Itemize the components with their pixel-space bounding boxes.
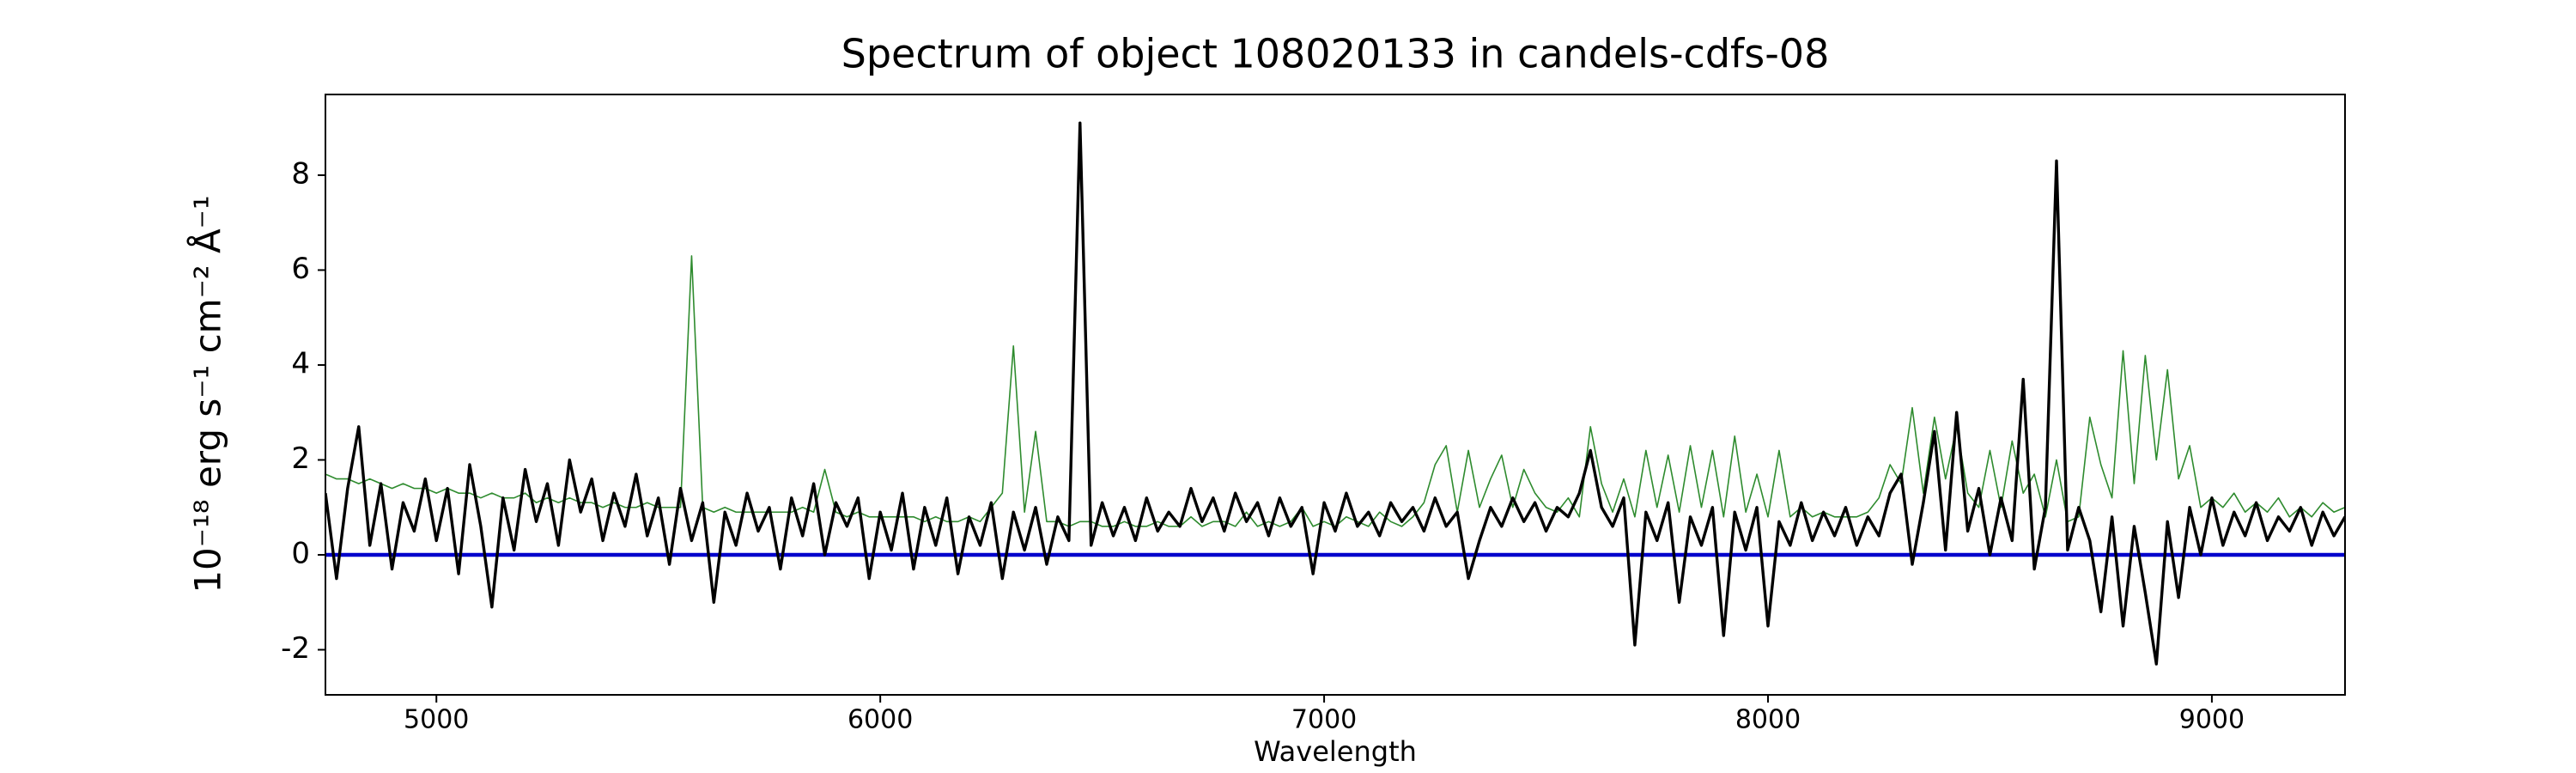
spectrum-line <box>325 121 2345 666</box>
plot-frame <box>325 94 2346 696</box>
x-axis-label: Wavelength <box>1254 735 1417 768</box>
x-tick-label: 5000 <box>404 705 469 735</box>
y-tick-label: 4 <box>291 346 310 380</box>
x-tick-label: 7000 <box>1291 705 1357 735</box>
x-tick-label: 6000 <box>848 705 913 735</box>
y-tick-label: 2 <box>291 441 310 476</box>
x-tick-label: 9000 <box>2179 705 2245 735</box>
y-tick-label: -2 <box>281 631 310 666</box>
y-tick-label: 6 <box>291 252 310 286</box>
chart-title: Spectrum of object 108020133 in candels-… <box>841 31 1830 77</box>
x-tick-label: 8000 <box>1735 705 1801 735</box>
y-tick-label: 0 <box>291 536 310 570</box>
plot-area <box>325 121 2345 666</box>
y-tick-label: 8 <box>291 156 310 191</box>
y-axis-label: 10⁻¹⁸ erg s⁻¹ cm⁻² Å⁻¹ <box>186 195 229 593</box>
